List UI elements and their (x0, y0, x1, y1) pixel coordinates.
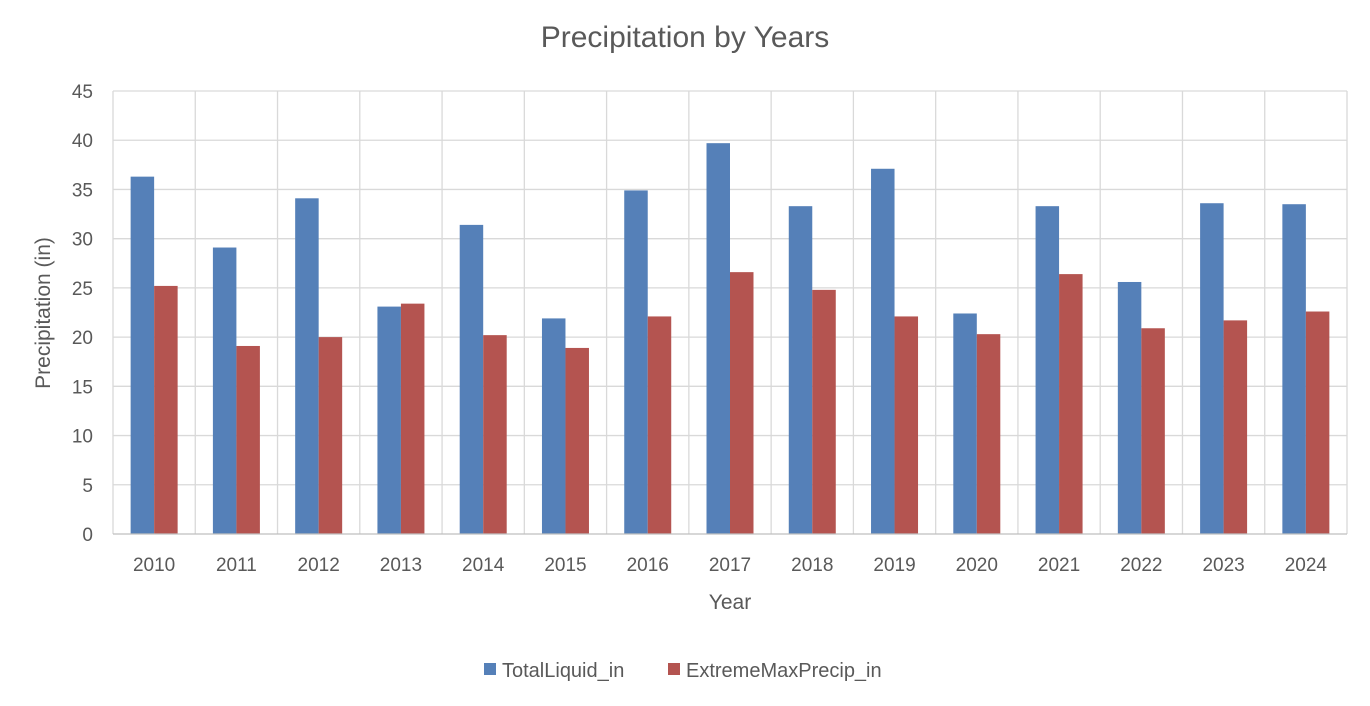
y-tick-label: 25 (72, 279, 93, 300)
bar-total-liquid (1117, 281, 1142, 534)
x-tick-label: 2014 (462, 555, 505, 576)
legend-label-extreme-max-precip: ExtremeMaxPrecip_in (686, 660, 882, 682)
bar-extreme-max-precip (154, 285, 178, 534)
x-axis-ticks: 2010 2011 2012 2013 2014 2015 2016 2017 2018 2019… (133, 555, 1327, 576)
y-tick-label: 20 (72, 328, 93, 349)
legend: TotalLiquid_in ExtremeMaxPrecip_in (484, 660, 882, 682)
bar-extreme-max-precip (1059, 274, 1083, 534)
bar-extreme-max-precip (483, 335, 507, 534)
legend-swatch-total-liquid (484, 663, 496, 675)
x-tick-label: 2019 (873, 555, 915, 576)
bar-total-liquid (624, 190, 648, 534)
x-tick-label: 2012 (298, 555, 340, 576)
y-tick-label: 0 (82, 525, 93, 546)
y-axis-title: Precipitation (in) (32, 237, 55, 389)
y-tick-label: 10 (72, 427, 93, 448)
x-tick-label: 2018 (791, 555, 833, 576)
bar-extreme-max-precip (1305, 311, 1330, 534)
bar-total-liquid (295, 198, 319, 534)
bar-extreme-max-precip (647, 316, 672, 534)
y-tick-label: 15 (72, 377, 93, 398)
x-axis-title: Year (709, 591, 751, 614)
y-axis-ticks: 0 5 10 15 20 25 30 35 40 45 (72, 82, 93, 546)
x-tick-label: 2016 (627, 555, 669, 576)
bar-extreme-max-precip (894, 316, 919, 534)
x-tick-label: 2020 (956, 555, 998, 576)
bar-extreme-max-precip (400, 303, 425, 534)
x-tick-label: 2010 (133, 555, 175, 576)
x-tick-label: 2024 (1285, 555, 1328, 576)
bar-total-liquid (459, 224, 484, 534)
y-tick-label: 45 (72, 82, 93, 103)
bar-total-liquid (1282, 204, 1306, 534)
legend-swatch-extreme-max-precip (668, 663, 680, 675)
bar-total-liquid (212, 247, 237, 534)
bar-extreme-max-precip (565, 347, 589, 534)
x-tick-label: 2017 (709, 555, 751, 576)
x-tick-label: 2022 (1120, 555, 1162, 576)
bar-total-liquid (871, 168, 895, 534)
bar-total-liquid (706, 143, 730, 535)
legend-label-total-liquid: TotalLiquid_in (502, 660, 624, 682)
bar-total-liquid (1035, 206, 1060, 534)
bar-extreme-max-precip (812, 289, 836, 534)
bar-extreme-max-precip (1223, 320, 1248, 534)
bar-extreme-max-precip (318, 337, 343, 534)
x-tick-label: 2013 (380, 555, 422, 576)
bar-total-liquid (788, 206, 813, 534)
chart-title: Precipitation by Years (541, 21, 830, 54)
bar-extreme-max-precip (236, 345, 260, 534)
y-tick-label: 35 (72, 180, 93, 201)
bar-total-liquid (377, 306, 401, 534)
bar-total-liquid (1200, 203, 1224, 534)
y-tick-label: 5 (82, 476, 93, 497)
x-tick-label: 2011 (216, 555, 257, 576)
bar-extreme-max-precip (1141, 328, 1165, 534)
bars (130, 143, 1330, 535)
y-tick-label: 30 (72, 230, 93, 251)
x-tick-label: 2021 (1038, 555, 1080, 576)
x-tick-label: 2023 (1202, 555, 1244, 576)
bar-extreme-max-precip (730, 272, 754, 534)
bar-extreme-max-precip (976, 334, 1001, 534)
x-tick-label: 2015 (544, 555, 586, 576)
y-tick-label: 40 (72, 131, 93, 152)
bar-total-liquid (541, 318, 566, 534)
bar-total-liquid (130, 176, 155, 534)
bar-total-liquid (953, 313, 977, 534)
